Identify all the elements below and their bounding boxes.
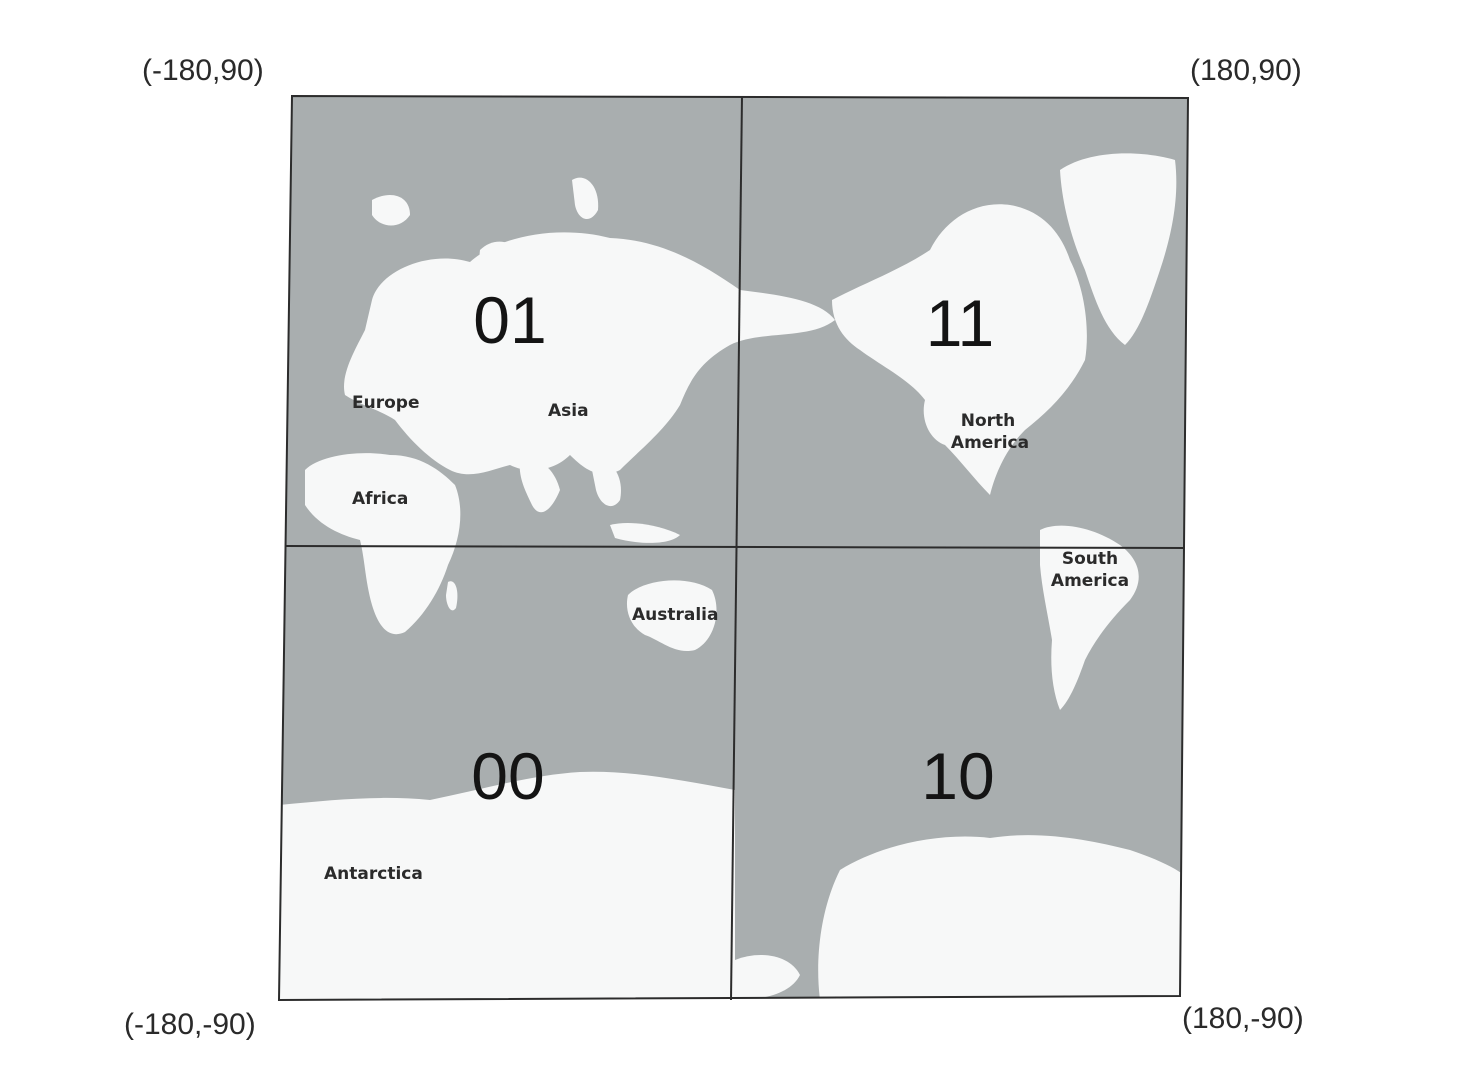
map-frame (277, 94, 1190, 1002)
label-africa: Africa (352, 489, 408, 509)
land-madagascar (446, 581, 458, 611)
land-novaya-zemlya (572, 177, 599, 220)
land-se-asia (590, 459, 621, 507)
land-greenland (1060, 153, 1177, 345)
label-north-america-line1: North (961, 411, 1016, 431)
corner-label-top-left: (-180,90) (142, 54, 264, 87)
quadrant-code-top-right: 11 (926, 286, 995, 360)
label-asia: Asia (548, 401, 589, 421)
land-australia (626, 580, 717, 652)
land-india (519, 459, 560, 513)
land-eurasia (344, 232, 835, 475)
quadrant-code-bottom-left: 00 (471, 739, 544, 813)
land-indonesia (610, 523, 680, 543)
land-antarctica-west (279, 771, 735, 1000)
land-south-america (1040, 525, 1139, 710)
land-north-america (832, 204, 1087, 495)
quadrant-code-top-left: 01 (473, 283, 546, 357)
label-antarctica: Antarctica (324, 864, 423, 884)
corner-label-top-right: (180,90) (1190, 54, 1302, 87)
horizontal-divider (285, 545, 1185, 549)
label-north-america-line2: America (951, 433, 1029, 453)
corner-label-bottom-right: (180,-90) (1182, 1002, 1304, 1035)
label-south-america-line1: South (1062, 549, 1118, 569)
land-antarctica-east (818, 835, 1188, 1000)
label-europe: Europe (352, 393, 419, 413)
label-australia: Australia (632, 605, 719, 625)
corner-label-bottom-left: (-180,-90) (124, 1008, 256, 1041)
land-antarctica-peninsula (735, 955, 800, 1000)
quadrant-code-bottom-right: 10 (921, 739, 994, 813)
label-south-america-line2: America (1051, 571, 1129, 591)
land-northern-islands (372, 195, 410, 226)
land-africa (305, 453, 461, 635)
land-scandinavia (479, 241, 525, 294)
